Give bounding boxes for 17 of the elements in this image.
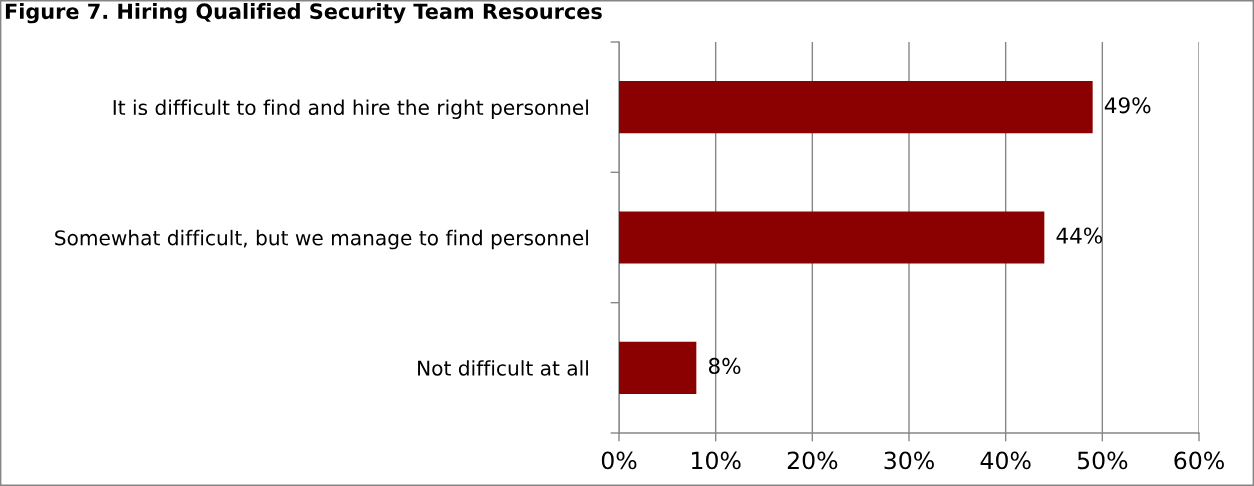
x-tick-label: 0%: [601, 451, 637, 470]
text: Figure 7. Hiring Qualified Security Team Resources: [5, 3, 602, 24]
y-tick-label: It is difficult to find and hire the right personnel: [113, 99, 588, 120]
y-tick-label: Somewhat difficult, but we manage to find personnel: [55, 229, 588, 250]
data-label: 8%: [708, 357, 741, 375]
x-tick-label: 30%: [884, 451, 934, 470]
x-tick-label: 50%: [1077, 451, 1128, 470]
x-tick-label: 10%: [692, 451, 741, 470]
bar: [619, 341, 697, 394]
data-label: 44%: [1056, 227, 1103, 244]
x-tick-label: 60%: [1174, 451, 1224, 470]
x-tick-label: 20%: [787, 451, 838, 470]
bar: [619, 81, 1093, 134]
data-label: 49%: [1104, 97, 1151, 114]
y-tick-label: Not difficult at all: [418, 360, 588, 376]
bar: [619, 211, 1045, 264]
x-tick-label: 40%: [980, 451, 1031, 470]
